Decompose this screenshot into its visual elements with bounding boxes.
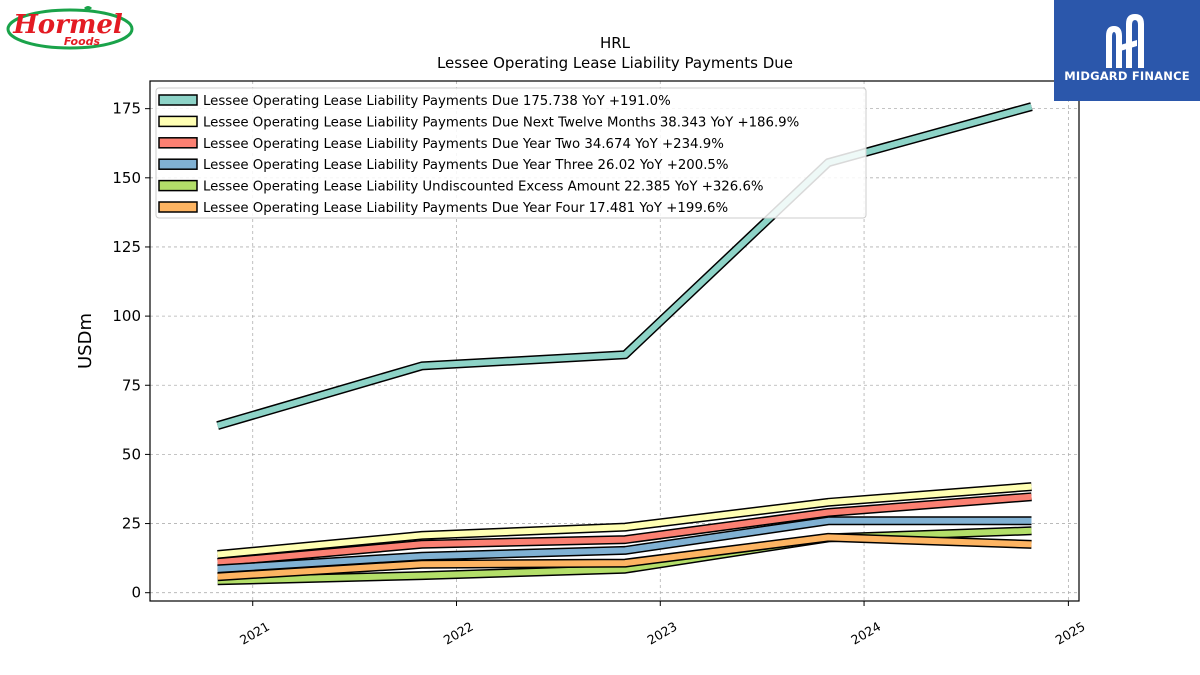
series-line	[217, 517, 1032, 572]
legend-swatch	[158, 179, 198, 192]
x-tick-label: 2025	[1053, 619, 1088, 648]
x-tick-label: 2023	[645, 619, 680, 648]
chart-subtitle: Lessee Operating Lease Liability Payment…	[437, 54, 793, 72]
watermark-name: MIDGARD FINANCE	[1064, 69, 1190, 83]
legend-box	[155, 87, 867, 219]
legend-entry: Lessee Operating Lease Liability Payment…	[203, 94, 671, 109]
y-tick-label: 150	[112, 169, 141, 187]
legend-entry: Lessee Operating Lease Liability Undisco…	[203, 180, 764, 195]
legend-swatch	[158, 94, 198, 106]
series-line	[217, 534, 1032, 580]
midgard-finance-watermark: MIDGARD FINANCE	[1054, 0, 1200, 101]
legend-entry: Lessee Operating Lease Liability Payment…	[203, 137, 724, 152]
series-line	[217, 483, 1032, 558]
y-tick-label: 25	[122, 515, 141, 533]
legend-swatch	[158, 137, 198, 149]
y-axis-label: USDm	[75, 313, 96, 369]
series-line	[216, 103, 1033, 429]
x-tick-label: 2024	[848, 619, 883, 648]
x-tick-label: 2022	[441, 619, 476, 648]
y-tick-label: 100	[112, 307, 141, 325]
plot-frame	[149, 80, 1080, 602]
chart-title: HRL	[600, 34, 631, 52]
legend-swatch	[158, 201, 198, 213]
legend: Lessee Operating Lease Liability Payment…	[155, 87, 867, 219]
y-tick-label: 175	[112, 100, 141, 118]
y-tick-label: 125	[112, 238, 141, 256]
y-tick-label: 50	[122, 445, 141, 463]
legend-entry: Lessee Operating Lease Liability Payment…	[203, 158, 729, 173]
legend-swatch	[158, 158, 198, 170]
midgard-logo-icon	[1106, 14, 1144, 68]
legend-entry: Lessee Operating Lease Liability Payment…	[203, 201, 728, 216]
series-layer	[216, 102, 1033, 586]
y-tick-label: 75	[122, 376, 141, 394]
legend-entry: Lessee Operating Lease Liability Payment…	[203, 115, 799, 130]
legend-swatch	[158, 115, 198, 128]
y-tick-label: 0	[131, 584, 141, 602]
logo-subtext: Foods	[64, 35, 101, 48]
x-tick-label: 2021	[237, 619, 272, 648]
hormel-foods-logo: Hormel Foods	[6, 4, 138, 52]
series-line	[217, 493, 1032, 566]
logo-wordmark: Hormel	[12, 10, 123, 40]
